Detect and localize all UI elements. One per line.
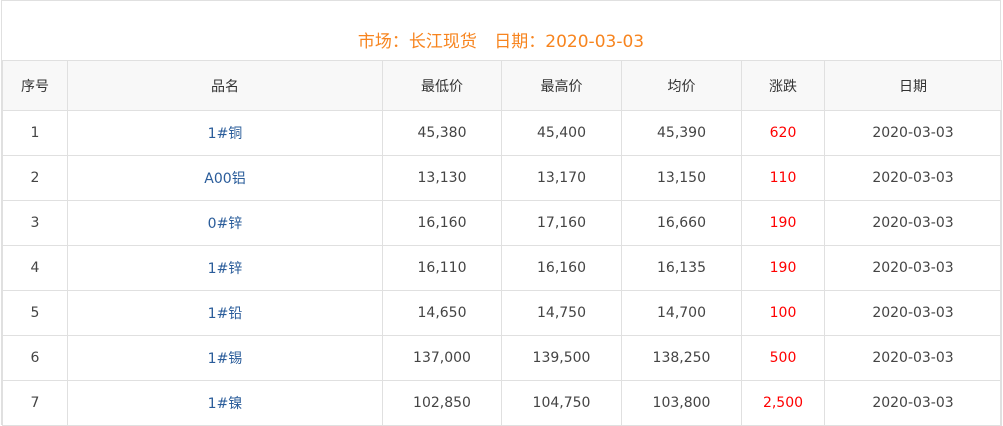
header-col-avg: 均价	[621, 60, 742, 111]
cell-index: 5	[2, 290, 68, 336]
table-row: 7 1#镍 102,850 104,750 103,800 2,500 2020-03-03	[2, 380, 1002, 426]
cell-date: 2020-03-03	[824, 245, 1002, 291]
cell-index: 3	[2, 200, 68, 246]
cell-index: 7	[2, 380, 68, 426]
header-col-index: 序号	[2, 60, 68, 111]
cell-name: 1#铜	[67, 110, 383, 156]
cell-date: 2020-03-03	[824, 110, 1002, 156]
cell-name: 1#锡	[67, 335, 383, 381]
cell-low: 16,160	[382, 200, 502, 246]
table-row: 2 A00铝 13,130 13,170 13,150 110 2020-03-03	[2, 155, 1002, 201]
table-row: 4 1#锌 16,110 16,160 16,135 190 2020-03-03	[2, 245, 1002, 291]
cell-avg: 103,800	[621, 380, 742, 426]
cell-high: 16,160	[501, 245, 622, 291]
header-col-high: 最高价	[501, 60, 622, 111]
cell-date: 2020-03-03	[824, 200, 1002, 246]
cell-name: A00铝	[67, 155, 383, 201]
cell-low: 45,380	[382, 110, 502, 156]
cell-avg: 16,135	[621, 245, 742, 291]
cell-avg: 14,700	[621, 290, 742, 336]
table-header-row: 序号 品名 最低价 最高价 均价 涨跌 日期	[2, 60, 1002, 111]
cell-high: 139,500	[501, 335, 622, 381]
header-col-change: 涨跌	[741, 60, 825, 111]
cell-name: 1#锌	[67, 245, 383, 291]
cell-change: 190	[741, 200, 825, 246]
cell-date: 2020-03-03	[824, 380, 1002, 426]
cell-low: 16,110	[382, 245, 502, 291]
date-label: 日期：2020-03-03	[494, 32, 645, 52]
cell-high: 17,160	[501, 200, 622, 246]
header-col-name: 品名	[67, 60, 383, 111]
table-row: 6 1#锡 137,000 139,500 138,250 500 2020-03-03	[2, 335, 1002, 381]
cell-high: 104,750	[501, 380, 622, 426]
cell-index: 4	[2, 245, 68, 291]
cell-avg: 45,390	[621, 110, 742, 156]
cell-high: 14,750	[501, 290, 622, 336]
cell-low: 14,650	[382, 290, 502, 336]
table-row: 1 1#铜 45,380 45,400 45,390 620 2020-03-03	[2, 110, 1002, 156]
cell-change: 190	[741, 245, 825, 291]
cell-avg: 138,250	[621, 335, 742, 381]
table-row: 3 0#锌 16,160 17,160 16,660 190 2020-03-03	[2, 200, 1002, 246]
cell-index: 6	[2, 335, 68, 381]
cell-low: 137,000	[382, 335, 502, 381]
header-col-low: 最低价	[382, 60, 502, 111]
cell-date: 2020-03-03	[824, 290, 1002, 336]
cell-avg: 13,150	[621, 155, 742, 201]
cell-avg: 16,660	[621, 200, 742, 246]
cell-change: 110	[741, 155, 825, 201]
cell-high: 45,400	[501, 110, 622, 156]
cell-change: 500	[741, 335, 825, 381]
cell-date: 2020-03-03	[824, 335, 1002, 381]
cell-name: 1#镍	[67, 380, 383, 426]
cell-change: 620	[741, 110, 825, 156]
cell-change: 100	[741, 290, 825, 336]
cell-change: 2,500	[741, 380, 825, 426]
table-row: 5 1#铅 14,650 14,750 14,700 100 2020-03-03	[2, 290, 1002, 336]
header-col-date: 日期	[824, 60, 1002, 111]
cell-low: 13,130	[382, 155, 502, 201]
cell-name: 0#锌	[67, 200, 383, 246]
cell-low: 102,850	[382, 380, 502, 426]
cell-high: 13,170	[501, 155, 622, 201]
cell-name: 1#铅	[67, 290, 383, 336]
page-title: 市场：长江现货 日期：2020-03-03	[2, 27, 1000, 52]
cell-index: 2	[2, 155, 68, 201]
market-label: 市场：长江现货	[357, 32, 477, 52]
cell-date: 2020-03-03	[824, 155, 1002, 201]
price-table: 序号 品名 最低价 最高价 均价 涨跌 日期 1 1#铜 45,380 45,400 45,390 6…	[2, 60, 1002, 426]
cell-index: 1	[2, 110, 68, 156]
